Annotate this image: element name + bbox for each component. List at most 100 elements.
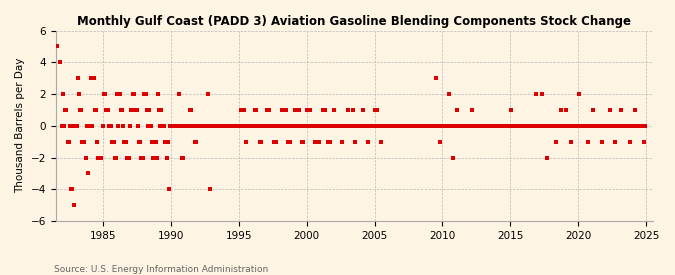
Point — [161, 155, 172, 160]
Point — [566, 123, 576, 128]
Point — [148, 155, 159, 160]
Point — [370, 108, 381, 112]
Point — [181, 123, 192, 128]
Point — [80, 155, 91, 160]
Point — [169, 123, 180, 128]
Point — [387, 123, 398, 128]
Point — [256, 139, 267, 144]
Point — [440, 123, 451, 128]
Point — [506, 108, 516, 112]
Point — [374, 123, 385, 128]
Point — [138, 155, 148, 160]
Point — [621, 123, 632, 128]
Point — [430, 123, 441, 128]
Point — [379, 123, 389, 128]
Point — [226, 123, 237, 128]
Point — [456, 123, 466, 128]
Point — [258, 123, 269, 128]
Point — [346, 123, 357, 128]
Point — [357, 108, 368, 112]
Point — [243, 123, 254, 128]
Point — [273, 123, 284, 128]
Point — [267, 123, 277, 128]
Point — [615, 123, 626, 128]
Point — [496, 123, 507, 128]
Point — [367, 123, 378, 128]
Point — [128, 92, 138, 96]
Point — [201, 123, 212, 128]
Point — [154, 108, 165, 112]
Point — [630, 108, 641, 112]
Point — [213, 123, 223, 128]
Point — [466, 123, 477, 128]
Point — [211, 123, 222, 128]
Point — [599, 123, 610, 128]
Point — [312, 123, 323, 128]
Point — [360, 123, 371, 128]
Point — [578, 123, 589, 128]
Point — [221, 123, 232, 128]
Point — [415, 123, 426, 128]
Point — [454, 123, 465, 128]
Point — [587, 123, 597, 128]
Point — [167, 123, 178, 128]
Point — [459, 123, 470, 128]
Point — [142, 123, 153, 128]
Point — [215, 123, 225, 128]
Point — [392, 123, 402, 128]
Point — [136, 155, 146, 160]
Point — [101, 108, 111, 112]
Point — [481, 123, 491, 128]
Point — [294, 108, 304, 112]
Point — [383, 123, 394, 128]
Point — [298, 123, 309, 128]
Point — [300, 123, 310, 128]
Point — [186, 123, 197, 128]
Point — [288, 123, 299, 128]
Point — [468, 123, 479, 128]
Point — [193, 123, 204, 128]
Point — [501, 123, 512, 128]
Point — [583, 123, 594, 128]
Point — [639, 139, 649, 144]
Point — [561, 123, 572, 128]
Point — [325, 139, 335, 144]
Point — [313, 123, 324, 128]
Point — [419, 123, 430, 128]
Point — [216, 123, 227, 128]
Point — [472, 123, 483, 128]
Point — [475, 123, 486, 128]
Point — [343, 123, 354, 128]
Point — [620, 123, 630, 128]
Point — [278, 123, 289, 128]
Point — [402, 123, 413, 128]
Point — [207, 123, 217, 128]
Point — [385, 123, 396, 128]
Point — [409, 123, 420, 128]
Point — [583, 139, 593, 144]
Point — [399, 123, 410, 128]
Point — [121, 139, 132, 144]
Point — [206, 123, 217, 128]
Point — [327, 123, 338, 128]
Point — [397, 123, 408, 128]
Point — [290, 108, 300, 112]
Point — [223, 123, 234, 128]
Point — [380, 123, 391, 128]
Point — [400, 123, 411, 128]
Point — [596, 123, 607, 128]
Point — [99, 92, 110, 96]
Point — [469, 123, 480, 128]
Point — [252, 123, 263, 128]
Point — [373, 123, 384, 128]
Point — [253, 123, 264, 128]
Point — [460, 123, 471, 128]
Point — [589, 123, 600, 128]
Point — [514, 123, 524, 128]
Point — [221, 123, 232, 128]
Point — [394, 123, 404, 128]
Point — [470, 123, 481, 128]
Point — [427, 123, 437, 128]
Point — [350, 123, 361, 128]
Point — [429, 123, 439, 128]
